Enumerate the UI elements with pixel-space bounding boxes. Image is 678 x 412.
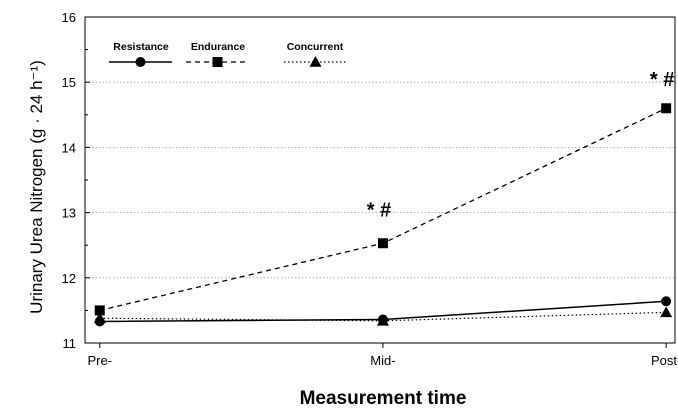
y-tick-label: 15 (62, 75, 76, 90)
significance-annotation: * # (650, 69, 674, 91)
legend: Resistance Endurance Concurrent (109, 41, 347, 67)
significance-annotation: * # (367, 200, 391, 222)
data-point-concurrent (376, 314, 389, 326)
legend-marker-concurrent (309, 56, 322, 67)
grid (85, 81, 675, 279)
y-tick-label: 11 (63, 336, 77, 351)
annotations: * # * # (367, 69, 675, 221)
y-axis-title: Urinary Urea Nitrogen (g · 24 h⁻¹) (27, 60, 46, 314)
legend-label-resistance: Resistance (113, 41, 169, 53)
y-tick-label: 12 (62, 271, 76, 286)
series-line-concurrent (99, 311, 667, 322)
axes: 11 12 13 14 15 16 Pre- Mid- Post- (62, 10, 678, 368)
legend-marker-resistance (135, 57, 146, 67)
x-axis-title: Measurement time (300, 388, 467, 409)
x-tick-label: Pre- (87, 353, 112, 368)
y-tick-label: 16 (62, 10, 76, 25)
legend-label-concurrent: Concurrent (287, 41, 344, 53)
data-point-endurance (661, 103, 672, 114)
legend-label-endurance: Endurance (191, 41, 245, 53)
y-tick-label: 14 (62, 140, 76, 155)
data-point-endurance (94, 305, 105, 316)
data-point-concurrent (660, 306, 673, 318)
y-tick-label: 13 (62, 206, 76, 221)
data-point-concurrent (93, 312, 106, 324)
plot-frame (84, 16, 676, 344)
data-point-endurance (377, 238, 388, 249)
data-point-resistance (661, 296, 672, 307)
x-tick-label: Post- (651, 353, 678, 368)
legend-marker-endurance (212, 57, 223, 67)
series-layer (93, 103, 673, 327)
x-tick-label: Mid- (370, 353, 395, 368)
